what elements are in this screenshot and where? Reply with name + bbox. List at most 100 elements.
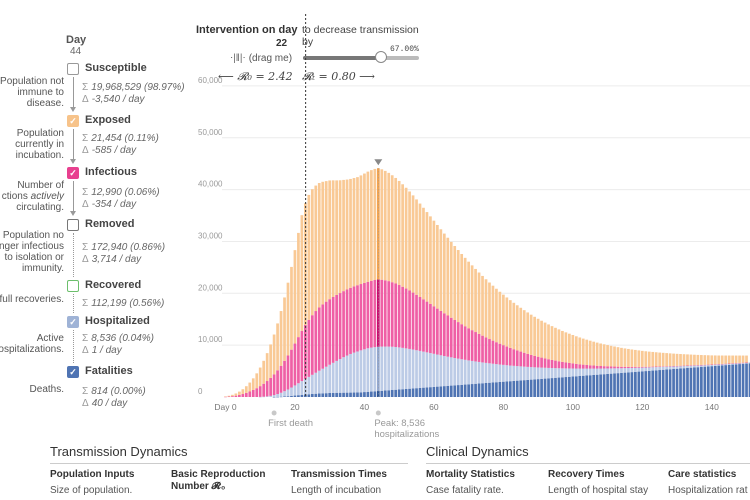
bar-fatalities bbox=[272, 396, 276, 398]
bar-exposed bbox=[338, 180, 342, 294]
checkbox-fatalities[interactable]: ✓ bbox=[67, 366, 79, 378]
total-icon: Σ bbox=[82, 187, 89, 198]
bar-fatalities bbox=[317, 393, 321, 397]
slider-thumb[interactable] bbox=[374, 51, 387, 63]
bar-exposed bbox=[508, 300, 512, 348]
bar-exposed bbox=[672, 353, 675, 366]
drag-hint[interactable]: ⋅|‖|⋅ (drag me) bbox=[230, 53, 292, 64]
drag-handle-icon[interactable]: ⋅|‖|⋅ bbox=[230, 53, 246, 64]
bar-infectious bbox=[536, 356, 540, 368]
bar-hospitalized bbox=[640, 367, 644, 372]
bar-infectious bbox=[234, 395, 238, 397]
bar-infectious bbox=[328, 299, 332, 365]
bar-exposed bbox=[383, 170, 387, 281]
checkbox-hospitalized[interactable]: ✓ bbox=[67, 316, 79, 328]
bar-fatalities bbox=[738, 364, 741, 397]
bar-exposed bbox=[665, 353, 668, 367]
bar-infectious bbox=[689, 365, 693, 366]
bar-infectious bbox=[620, 366, 623, 369]
bar-fatalities bbox=[297, 395, 300, 397]
bar-hospitalized bbox=[429, 353, 432, 388]
bar-exposed bbox=[224, 396, 227, 397]
bar-exposed bbox=[588, 340, 592, 366]
bar-exposed bbox=[585, 339, 589, 365]
bar-hospitalized bbox=[505, 365, 509, 382]
bar-fatalities bbox=[338, 392, 342, 397]
bar-hospitalized bbox=[738, 362, 741, 365]
bar-exposed bbox=[640, 350, 644, 367]
bar-infectious bbox=[533, 355, 536, 368]
bar-fatalities bbox=[595, 374, 599, 397]
bar-hospitalized bbox=[585, 368, 589, 376]
bar-exposed bbox=[425, 212, 429, 302]
bar-hospitalized bbox=[317, 370, 321, 394]
bar-hospitalized bbox=[741, 362, 745, 364]
bar-exposed bbox=[335, 180, 338, 295]
bar-fatalities bbox=[449, 385, 453, 397]
compartment-label-exposed[interactable]: Exposed bbox=[85, 114, 131, 126]
bar-hospitalized bbox=[540, 367, 543, 379]
bar-fatalities bbox=[477, 383, 481, 397]
bar-infectious bbox=[512, 349, 516, 366]
bar-exposed bbox=[654, 352, 658, 367]
bar-infectious bbox=[592, 365, 596, 369]
bar-hospitalized bbox=[436, 354, 439, 387]
checkbox-removed[interactable] bbox=[67, 219, 79, 231]
bar-infectious bbox=[609, 366, 613, 369]
bar-infectious bbox=[599, 365, 602, 369]
bar-fatalities bbox=[637, 371, 641, 397]
compartment-label-removed[interactable]: Removed bbox=[85, 218, 135, 230]
bar-exposed bbox=[682, 354, 686, 366]
compartment-label-susceptible[interactable]: Susceptible bbox=[85, 62, 147, 74]
bar-infectious bbox=[654, 366, 658, 368]
transmission-slider[interactable] bbox=[303, 51, 419, 63]
compartment-label-infectious[interactable]: Infectious bbox=[85, 166, 137, 178]
bar-hospitalized bbox=[679, 365, 682, 369]
compartment-label-hospitalized[interactable]: Hospitalized bbox=[85, 315, 150, 327]
bar-fatalities bbox=[363, 392, 366, 397]
flow-dots bbox=[73, 330, 74, 363]
flow-arrowhead-icon bbox=[70, 211, 76, 216]
bar-fatalities bbox=[550, 378, 554, 397]
bar-exposed bbox=[512, 302, 516, 350]
compartment-description-hospitalized: Active ospitalizations. bbox=[0, 333, 64, 355]
bar-hospitalized bbox=[620, 368, 623, 373]
bar-infectious bbox=[578, 364, 582, 369]
bar-hospitalized bbox=[717, 364, 721, 366]
total-icon: Σ bbox=[82, 82, 89, 93]
intervention-day[interactable]: 22 bbox=[276, 38, 288, 49]
bar-infectious bbox=[408, 290, 411, 349]
bar-fatalities bbox=[436, 386, 439, 397]
bar-fatalities bbox=[675, 368, 679, 397]
checkbox-recovered[interactable] bbox=[67, 280, 79, 292]
bar-exposed bbox=[276, 323, 279, 371]
bar-infectious bbox=[571, 363, 575, 369]
bar-fatalities bbox=[370, 391, 373, 397]
bar-fatalities bbox=[491, 382, 495, 397]
bar-infectious bbox=[314, 311, 318, 373]
bar-exposed bbox=[505, 297, 509, 347]
bar-infectious bbox=[706, 364, 710, 366]
bar-exposed bbox=[693, 354, 696, 366]
bar-fatalities bbox=[502, 381, 505, 397]
checkbox-susceptible[interactable] bbox=[67, 63, 79, 75]
bar-fatalities bbox=[373, 391, 377, 397]
compartment-label-fatalities[interactable]: Fatalities bbox=[85, 365, 133, 377]
bar-exposed bbox=[456, 250, 460, 323]
bar-exposed bbox=[460, 254, 464, 325]
bar-fatalities bbox=[564, 377, 568, 397]
bar-hospitalized bbox=[442, 355, 446, 387]
checkbox-exposed[interactable]: ✓ bbox=[67, 115, 79, 127]
compartment-label-recovered[interactable]: Recovered bbox=[85, 279, 142, 291]
epidemic-chart[interactable]: 0 10,000 20,000 30,000 40,000 50,000 60,000 Day… bbox=[0, 0, 750, 440]
checkbox-infectious[interactable]: ✓ bbox=[67, 167, 79, 179]
bar-exposed bbox=[449, 241, 453, 318]
bar-fatalities bbox=[505, 381, 509, 397]
bar-infectious bbox=[321, 304, 325, 369]
bar-fatalities bbox=[720, 365, 724, 397]
bar-fatalities bbox=[536, 379, 540, 397]
bar-infectious bbox=[415, 294, 418, 351]
bar-infectious bbox=[602, 366, 606, 369]
bar-infectious bbox=[588, 365, 592, 369]
bar-infectious bbox=[498, 343, 502, 365]
